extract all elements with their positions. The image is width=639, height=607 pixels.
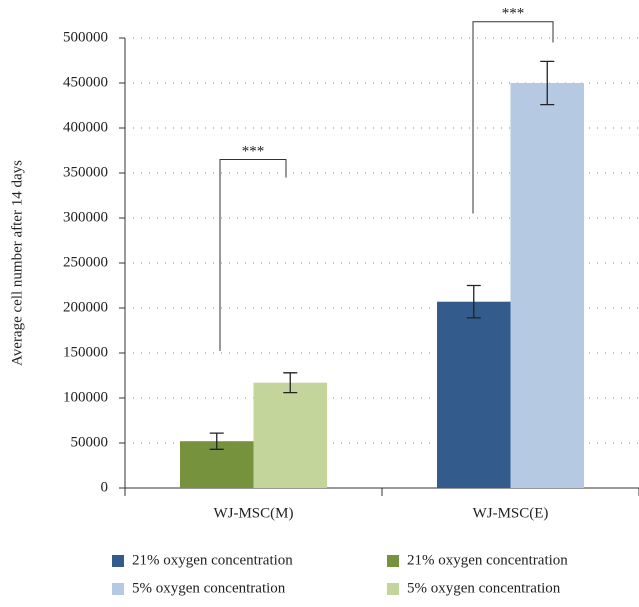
x-tick-label: WJ-MSC(E) bbox=[473, 505, 549, 521]
y-tick-label: 50000 bbox=[71, 434, 109, 450]
error-bar bbox=[283, 372, 298, 394]
legend-label: 21% oxygen concentration bbox=[132, 552, 293, 568]
legend-swatch bbox=[387, 555, 399, 567]
significance-bracket bbox=[219, 159, 287, 351]
significance-bracket bbox=[472, 21, 554, 214]
legend-label: 5% oxygen concentration bbox=[407, 580, 561, 596]
annotation: *** bbox=[242, 143, 265, 159]
legend-swatch bbox=[112, 583, 124, 595]
legend-swatch bbox=[112, 555, 124, 567]
y-tick-label: 100000 bbox=[63, 389, 108, 405]
y-tick-label: 400000 bbox=[63, 119, 108, 135]
y-tick-label: 450000 bbox=[63, 74, 108, 90]
bar bbox=[253, 382, 327, 488]
y-tick-label: 250000 bbox=[63, 254, 108, 270]
y-tick-label: 350000 bbox=[63, 164, 108, 180]
annotation: *** bbox=[502, 5, 525, 21]
legend-swatch bbox=[387, 583, 399, 595]
y-tick-label: 200000 bbox=[63, 299, 108, 315]
legend-label: 21% oxygen concentration bbox=[407, 552, 568, 568]
bar bbox=[437, 301, 511, 488]
y-tick-label: 0 bbox=[101, 479, 109, 495]
error-bar bbox=[466, 284, 481, 319]
error-bar bbox=[209, 432, 224, 450]
bar bbox=[510, 83, 584, 488]
y-axis-label: Average cell number after 14 days bbox=[9, 160, 25, 366]
y-tick-label: 150000 bbox=[63, 344, 108, 360]
y-tick-label: 500000 bbox=[63, 29, 108, 45]
y-tick-label: 300000 bbox=[63, 209, 108, 225]
legend-label: 5% oxygen concentration bbox=[132, 580, 286, 596]
error-bar bbox=[540, 60, 555, 106]
x-tick-label: WJ-MSC(M) bbox=[213, 505, 293, 521]
